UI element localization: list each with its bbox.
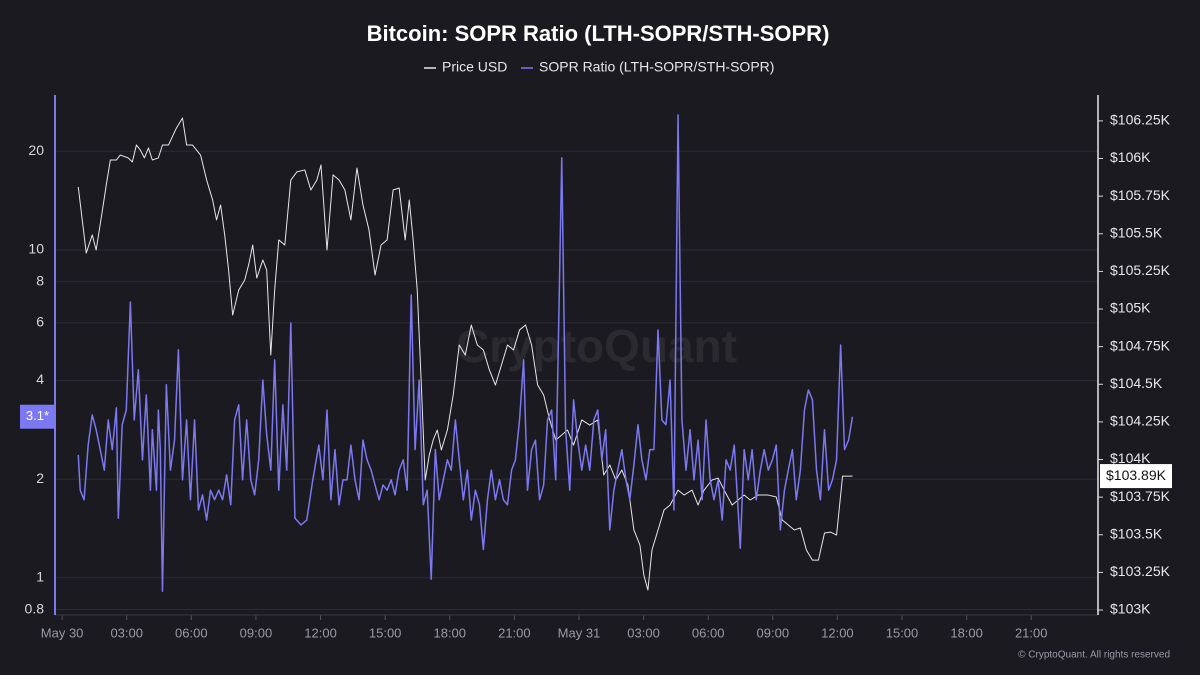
y-tick-label: 20: [28, 142, 44, 158]
legend-label: SOPR Ratio (LTH-SOPR/STH-SOPR): [539, 59, 774, 75]
last-value-badge: [20, 404, 55, 429]
x-tick-label: May 31: [558, 625, 601, 640]
x-tick-label: 09:00: [240, 625, 273, 640]
y2-tick-label: $104K: [1110, 450, 1151, 466]
series-line: [77, 114, 854, 592]
series-line: [77, 117, 853, 591]
y2-tick-label: $105.75K: [1110, 187, 1171, 203]
y2-tick-label: $106.25K: [1110, 112, 1171, 128]
y-tick-label: 6: [36, 313, 44, 329]
x-tick-label: 06:00: [175, 625, 208, 640]
x-tick-label: 12:00: [304, 625, 337, 640]
y2-tick-label: $103.75K: [1110, 488, 1171, 504]
y-tick-label: 1: [36, 568, 44, 584]
x-tick-label: 21:00: [498, 625, 531, 640]
y2-tick-label: $105.25K: [1110, 262, 1171, 278]
y2-tick-label: $104.75K: [1110, 337, 1171, 353]
y2-tick-label: $104.5K: [1110, 375, 1163, 391]
watermark: CryptoQuant: [456, 320, 737, 372]
legend-label: Price USD: [442, 59, 507, 75]
last-value-badge: [1100, 464, 1172, 489]
x-tick-label: 21:00: [1015, 625, 1048, 640]
y2-tick-label: $104.25K: [1110, 413, 1171, 429]
y-tick-label: 4: [36, 371, 44, 387]
y2-tick-label: $105.5K: [1110, 224, 1163, 240]
last-value-label: $103.89K: [1106, 467, 1167, 483]
y-tick-label: 0.8: [25, 600, 45, 616]
footer: © CryptoQuant. All rights reserved: [1018, 650, 1170, 661]
y-tick-label: 2: [36, 470, 44, 486]
x-tick-label: 15:00: [369, 625, 402, 640]
last-value-label: 3.1*: [26, 408, 49, 423]
x-tick-label: 06:00: [692, 625, 725, 640]
x-tick-label: 18:00: [433, 625, 466, 640]
x-tick-label: 18:00: [950, 625, 983, 640]
chart-title: Bitcoin: SOPR Ratio (LTH-SOPR/STH-SOPR): [367, 21, 830, 46]
y2-tick-label: $106K: [1110, 149, 1151, 165]
x-tick-label: 03:00: [110, 625, 143, 640]
y-tick-label: 10: [28, 241, 44, 257]
x-tick-label: May 30: [41, 625, 84, 640]
x-tick-label: 09:00: [757, 625, 790, 640]
x-tick-label: 15:00: [886, 625, 919, 640]
y2-tick-label: $103.25K: [1110, 563, 1171, 579]
y2-tick-label: $103K: [1110, 601, 1151, 617]
y2-tick-label: $103.5K: [1110, 525, 1163, 541]
x-tick-label: 03:00: [627, 625, 660, 640]
y-tick-label: 8: [36, 272, 44, 288]
y2-tick-label: $105K: [1110, 300, 1151, 316]
x-tick-label: 12:00: [821, 625, 854, 640]
